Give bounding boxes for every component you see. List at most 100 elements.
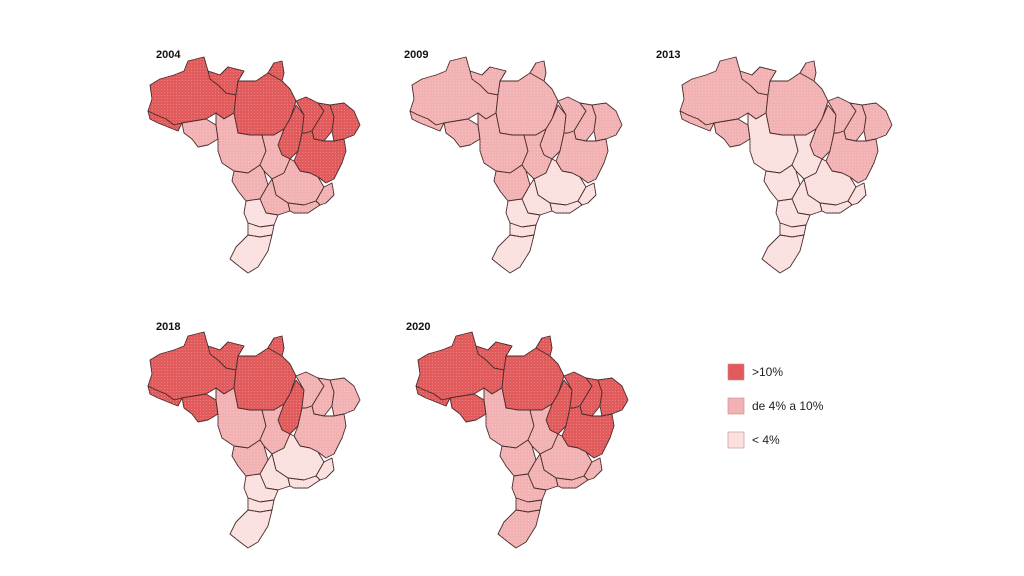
legend-label-low: < 4% xyxy=(752,433,780,447)
state-texture xyxy=(534,159,586,205)
state-texture xyxy=(580,378,602,416)
brazil-map xyxy=(409,56,623,274)
state-texture xyxy=(792,129,822,179)
state-texture xyxy=(762,235,804,273)
state-texture xyxy=(232,440,268,476)
state-texture xyxy=(316,458,334,480)
state-texture xyxy=(478,113,528,173)
legend-label-high: >10% xyxy=(752,365,783,379)
map-2013: 2013 xyxy=(656,49,893,274)
state-texture xyxy=(330,378,360,416)
state-texture xyxy=(598,378,628,416)
state-texture xyxy=(148,386,182,406)
map-year-title: 2018 xyxy=(156,321,180,333)
state-texture xyxy=(416,332,512,400)
state-texture xyxy=(522,129,552,179)
map-2004: 2004 xyxy=(147,49,361,274)
state-texture xyxy=(804,159,856,205)
legend: >10% de 4% a 10% < 4% xyxy=(727,363,824,449)
state-texture xyxy=(244,474,278,502)
state-texture xyxy=(584,458,602,480)
map-year-title: 2020 xyxy=(406,321,430,333)
state-texture xyxy=(268,61,284,81)
state-texture xyxy=(512,474,546,502)
state-texture xyxy=(862,103,892,141)
state-texture xyxy=(740,67,776,95)
state-texture xyxy=(260,129,290,179)
state-texture xyxy=(766,63,828,135)
state-texture xyxy=(148,332,244,400)
state-texture xyxy=(278,105,304,159)
state-texture xyxy=(496,63,558,135)
state-texture xyxy=(294,406,346,458)
map-year-title: 2009 xyxy=(404,49,428,61)
state-texture xyxy=(312,378,334,416)
state-texture xyxy=(234,338,296,410)
state-texture xyxy=(230,510,272,548)
state-texture xyxy=(502,338,564,410)
brazil-map xyxy=(679,56,893,274)
state-texture xyxy=(208,342,244,370)
state-texture xyxy=(208,67,244,95)
state-texture xyxy=(558,97,586,133)
state-texture xyxy=(498,510,540,548)
state-texture xyxy=(826,131,878,183)
state-texture xyxy=(230,235,272,273)
state-texture xyxy=(528,454,558,490)
state-texture xyxy=(564,372,592,408)
state-texture xyxy=(828,97,856,133)
state-texture xyxy=(244,199,278,227)
state-texture xyxy=(248,498,274,512)
state-texture xyxy=(410,57,506,125)
state-texture xyxy=(536,336,552,356)
state-texture xyxy=(510,223,536,237)
state-texture xyxy=(470,67,506,95)
state-texture xyxy=(820,201,852,213)
state-texture xyxy=(578,183,596,205)
state-texture xyxy=(516,498,542,512)
state-texture xyxy=(522,179,552,215)
state-texture xyxy=(556,476,588,488)
state-texture xyxy=(416,386,450,406)
state-texture xyxy=(574,103,596,141)
brazil-map xyxy=(147,56,361,274)
state-texture xyxy=(288,476,320,488)
map-2009: 2009 xyxy=(404,49,623,274)
state-texture xyxy=(294,131,346,183)
brazil-map xyxy=(415,331,629,549)
state-texture xyxy=(550,201,582,213)
state-texture xyxy=(260,404,290,454)
state-texture xyxy=(316,183,334,205)
state-texture xyxy=(528,404,558,454)
state-texture xyxy=(260,454,290,490)
state-texture xyxy=(216,388,266,448)
state-texture xyxy=(288,201,320,213)
state-texture xyxy=(248,223,274,237)
state-texture xyxy=(680,57,776,125)
map-2020: 2020 xyxy=(406,321,629,549)
state-texture xyxy=(714,119,750,147)
state-texture xyxy=(764,165,800,201)
state-texture xyxy=(848,183,866,205)
state-texture xyxy=(272,434,324,480)
state-texture xyxy=(450,394,486,422)
state-texture xyxy=(556,131,608,183)
state-texture xyxy=(444,119,480,147)
state-texture xyxy=(540,434,592,480)
state-texture xyxy=(272,159,324,205)
state-texture xyxy=(312,103,334,141)
state-texture xyxy=(148,57,244,125)
state-texture xyxy=(530,61,546,81)
state-texture xyxy=(506,199,540,227)
state-texture xyxy=(800,61,816,81)
legend-label-mid: de 4% a 10% xyxy=(752,399,824,413)
map-2018: 2018 xyxy=(147,321,361,549)
state-texture xyxy=(680,111,714,131)
state-texture xyxy=(844,103,866,141)
state-texture xyxy=(748,113,798,173)
state-texture xyxy=(546,380,572,434)
state-texture xyxy=(494,165,530,201)
state-texture xyxy=(182,119,218,147)
state-texture xyxy=(476,342,512,370)
